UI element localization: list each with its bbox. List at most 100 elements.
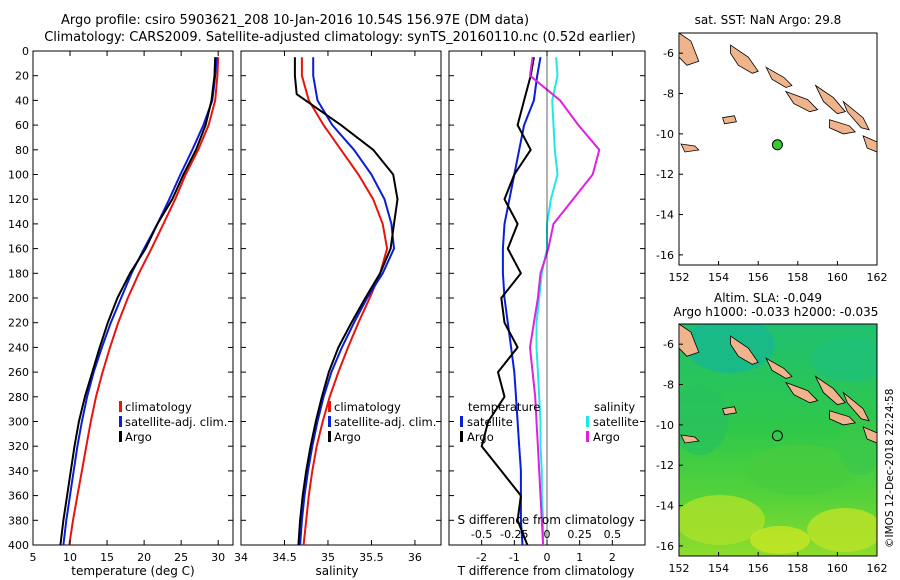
temperature-xlabel: temperature (deg C) — [71, 564, 194, 578]
map-y-tick-label: -16 — [656, 249, 674, 262]
y-tick-label: 220 — [8, 317, 29, 330]
temperature-ticks: 5 10 15 20 25 3002040608010012014016018020022… — [8, 45, 233, 564]
x-tick-label: 2 — [609, 551, 616, 564]
island-shape — [722, 406, 737, 416]
salinity-legend: climatology satellite-adj. clim. Argo — [328, 400, 436, 444]
legend-label-salinity-argo: Argo — [593, 430, 620, 444]
figure-title-line2: Climatology: CARS2009. Satellite-adjuste… — [44, 30, 636, 45]
x-tick-label: 25 — [174, 551, 188, 564]
x2-tick-label: 0 — [544, 528, 551, 541]
legend-swatch-temperature-satellite — [460, 416, 463, 427]
island-shape — [730, 44, 759, 74]
map-x-tick-label: 162 — [867, 271, 888, 284]
map-y-tick-label: -8 — [663, 88, 674, 101]
island-shape — [862, 135, 878, 153]
sla-blob — [745, 445, 855, 495]
map-x-tick-label: 156 — [748, 562, 769, 575]
sst-map-ticks: 152 154 156 158 160 162 -6 -8 -10 -12 -14 -16 — [656, 47, 887, 284]
x-tick-label: 15 — [100, 551, 114, 564]
y-tick-label: 60 — [15, 119, 29, 132]
legend-swatch-argo — [328, 431, 331, 442]
y-tick-label: 360 — [8, 490, 29, 503]
sla-map-argo-marker — [771, 430, 783, 442]
x-tick-label: 0 — [544, 551, 551, 564]
y-tick-label: 80 — [15, 144, 29, 157]
legend-label-climatology: climatology — [334, 400, 401, 414]
difference-legend: temperature satellite Argo salinity sate… — [460, 400, 639, 444]
sst-map-panel: sat. SST: NaN Argo: 29.8 152 154 156 158 160… — [656, 13, 887, 284]
x-tick-label: 34.5 — [272, 551, 297, 564]
salinity-plot-frame — [240, 50, 442, 546]
sla-blob — [810, 338, 877, 382]
sla-blob — [807, 508, 877, 552]
sla-map-title-line2: Argo h1000: -0.033 h2000: -0.035 — [674, 305, 879, 319]
map-y-tick-label: -8 — [663, 379, 674, 392]
x2-tick-label: 0.5 — [604, 528, 622, 541]
series-line-argo — [59, 57, 217, 546]
salinity-ticks: 34 34.5 35 35.5 36 — [234, 50, 441, 564]
y-tick-label: 140 — [8, 218, 29, 231]
difference-series-group — [480, 57, 601, 546]
legend-swatch-argo — [119, 431, 122, 442]
y-tick-label: 0 — [22, 45, 29, 58]
sla-map-title-line1: Altim. SLA: -0.049 — [714, 291, 822, 305]
island-shape — [829, 119, 857, 135]
sla-map-land — [678, 323, 878, 444]
island-shape — [814, 84, 847, 115]
legend-swatch-temperature-argo — [460, 431, 463, 442]
map-y-tick-label: -16 — [656, 540, 674, 553]
sla-map-panel: Altim. SLA: -0.049 Argo h1000: -0.033 h2… — [656, 291, 887, 575]
map-y-tick-label: -12 — [656, 459, 674, 472]
island-shape — [842, 391, 870, 422]
sst-map-title: sat. SST: NaN Argo: 29.8 — [695, 13, 842, 27]
island-shape — [784, 381, 819, 404]
y-tick-label: 300 — [8, 416, 29, 429]
sla-blob — [750, 526, 810, 554]
y-tick-label: 380 — [8, 514, 29, 527]
series-line-argo — [293, 57, 399, 546]
y-tick-label: 280 — [8, 391, 29, 404]
sla-map-ticks: 152 154 156 158 160 162 -6 -8 -10 -12 -14 -16 — [656, 338, 887, 575]
map-y-tick-label: -6 — [663, 338, 674, 351]
map-x-tick-label: 154 — [708, 271, 729, 284]
x-tick-label: 30 — [211, 551, 225, 564]
legend-label-argo: Argo — [334, 430, 361, 444]
sla-blob — [679, 495, 765, 545]
x-tick-label: 1 — [576, 551, 583, 564]
y-tick-label: 400 — [8, 539, 29, 552]
map-x-tick-label: 158 — [787, 562, 808, 575]
series-line-satellite-adj-clim- — [299, 57, 395, 546]
salinity-panel: 34 34.5 35 35.5 36 salinity climatology sate… — [234, 50, 442, 578]
temperature-legend: climatology satellite-adj. clim. Argo — [119, 400, 227, 444]
difference-panel: -2 -1 0 1 2 -0.5 -0.25 0 0.25 0.5 S difference fr… — [448, 50, 646, 578]
y-tick-label: 120 — [8, 193, 29, 206]
island-shape — [842, 100, 870, 131]
y-tick-label: 260 — [8, 366, 29, 379]
legend-swatch-climatology — [328, 401, 331, 412]
legend-label-temperature-satellite: satellite — [467, 415, 513, 429]
y-tick-label: 40 — [15, 94, 29, 107]
island-shape — [814, 375, 847, 406]
island-shape — [765, 66, 793, 88]
legend-swatch-climatology — [119, 401, 122, 412]
map-x-tick-label: 152 — [669, 271, 690, 284]
map-x-tick-label: 158 — [787, 271, 808, 284]
island-shape — [722, 115, 737, 125]
legend-swatch-salinity-satellite — [586, 416, 589, 427]
island-shape — [784, 90, 819, 113]
x-tick-label: 35 — [321, 551, 335, 564]
island-shape — [680, 434, 700, 444]
sla-blob — [685, 324, 775, 373]
legend-title-temperature: temperature — [468, 400, 540, 414]
legend-label-argo: Argo — [125, 430, 152, 444]
legend-label-salinity-satellite: satellite — [593, 415, 639, 429]
legend-swatch-satellite — [328, 416, 331, 427]
x-tick-label: 5 — [30, 551, 37, 564]
island-shape — [829, 410, 857, 426]
y-tick-label: 20 — [15, 70, 29, 83]
x2-tick-label: -0.25 — [500, 528, 528, 541]
series-line-satellite-adj-clim- — [62, 57, 218, 546]
map-x-tick-label: 160 — [827, 271, 848, 284]
map-y-tick-label: -10 — [656, 419, 674, 432]
